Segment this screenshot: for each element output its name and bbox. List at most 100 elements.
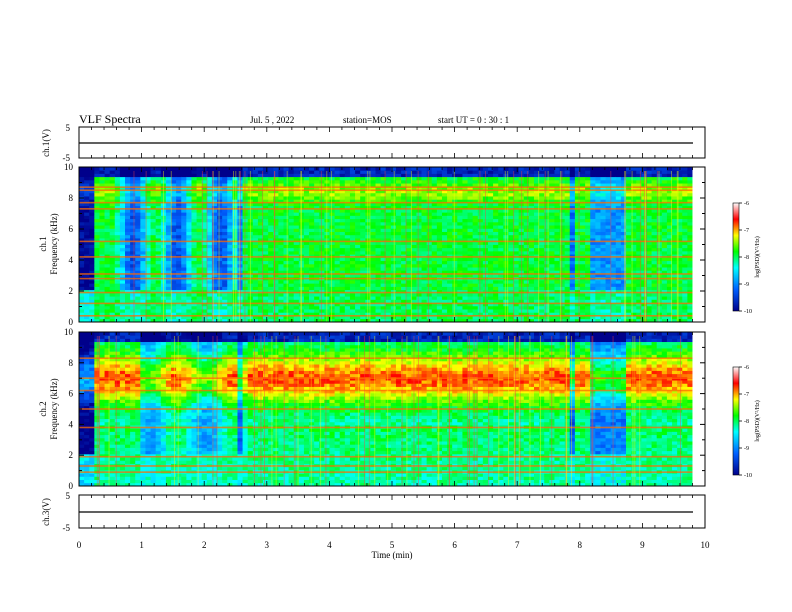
spectrogram-cell [94, 247, 100, 252]
spectrogram-cell [268, 315, 274, 320]
spectrogram-cell [564, 176, 571, 181]
spectrogram-cell [549, 196, 555, 200]
spectrogram-cell [130, 263, 136, 268]
spectrogram-cell [135, 299, 141, 304]
spectrogram-cell [165, 270, 172, 274]
spectrogram-cell [222, 247, 228, 252]
spectrogram-cell [94, 318, 100, 322]
spectrogram-cell [426, 234, 433, 239]
spectrogram-cell [441, 241, 448, 245]
spectrogram-cell [447, 292, 453, 297]
spectrogram-cell [324, 218, 330, 223]
spectrogram-cell [119, 215, 126, 220]
spectrogram-cell [257, 305, 264, 310]
spectrogram-cell [503, 202, 509, 207]
spectrogram-cell [503, 250, 509, 255]
spectrogram-cell [319, 309, 325, 313]
spectrogram-cell [467, 247, 474, 252]
spectrogram-cell [508, 221, 514, 226]
spectrogram-cell [467, 299, 474, 304]
spectrogram-cell [232, 238, 238, 242]
spectrogram-cell [426, 257, 433, 262]
spectrogram-cell [273, 196, 279, 200]
spectrogram-cell [119, 225, 126, 229]
spectrogram-cell [508, 309, 514, 313]
spectrogram-cell [600, 170, 606, 174]
spectrogram-cell [309, 205, 315, 210]
spectrogram-cell [395, 205, 402, 210]
spectrogram-cell [186, 196, 192, 200]
spectrogram-cell [191, 309, 197, 313]
spectrogram-cell [462, 260, 468, 265]
spectrogram-cell [242, 244, 249, 249]
spectrogram-cell [544, 228, 550, 232]
spectrogram-cell [447, 183, 453, 187]
spectrogram-cell [554, 302, 560, 307]
spectrogram-cell [355, 283, 361, 287]
spectrogram-cell [585, 202, 591, 207]
spectrogram-cell [355, 208, 361, 213]
spectrogram-cell [329, 167, 336, 171]
spectrogram-cell [457, 231, 463, 236]
spectrogram-cell [303, 202, 310, 207]
spectrogram-cell [114, 199, 121, 203]
spectrogram-cell [232, 247, 238, 252]
spectrogram-cell [273, 189, 279, 194]
spectrogram-cell [518, 173, 525, 178]
spectrogram-cell [457, 192, 463, 197]
spectrogram-cell [482, 189, 489, 194]
spectrogram-cell [534, 212, 540, 216]
spectrogram-cell [447, 286, 453, 291]
spectrogram-cell [206, 205, 213, 210]
spectrogram-cell [395, 260, 402, 265]
spectrogram-cell [411, 202, 417, 207]
spectrogram-cell [390, 302, 397, 307]
spectrogram-cell [600, 296, 606, 300]
spectrogram-cell [94, 280, 100, 284]
spectrogram-cell [605, 292, 612, 297]
spectrogram-cell [498, 228, 504, 232]
spectrogram-cell [273, 173, 279, 178]
spectrogram-cell [534, 318, 540, 322]
spectrogram-cell [349, 221, 356, 226]
spectrogram-cell [554, 273, 560, 278]
spectrogram-cell [201, 305, 208, 310]
spectrogram-cell [145, 186, 151, 191]
spectrogram-cell [99, 167, 105, 171]
spectrogram-cell [227, 270, 233, 274]
spectrogram-cell [114, 218, 121, 223]
spectrogram-cell [452, 283, 458, 287]
spectrogram-cell [559, 280, 566, 284]
spectrogram-cell [380, 273, 387, 278]
spectrogram-cell [585, 179, 591, 184]
spectrogram-cell [375, 196, 382, 200]
spectrogram-cell [390, 241, 397, 245]
spectrogram-cell [590, 305, 596, 310]
spectrogram-cell [176, 221, 182, 226]
spectrogram-cell [385, 309, 392, 313]
spectrogram-cell [528, 305, 535, 310]
spectrogram-cell [298, 273, 305, 278]
spectrogram-cell [411, 273, 417, 278]
spectrogram-cell [319, 292, 325, 297]
spectrogram-cell [395, 270, 402, 274]
spectrogram-cell [554, 208, 560, 213]
spectrogram-cell [314, 247, 320, 252]
spectrogram-cell [421, 196, 428, 200]
spectrogram-cell [559, 221, 566, 226]
spectrogram-cell [385, 221, 392, 226]
spectrogram-cell [263, 302, 269, 307]
spectrogram-cell [390, 179, 397, 184]
spectrogram-cell [252, 283, 259, 287]
spectrogram-cell [385, 305, 392, 310]
spectrogram-cell [196, 205, 203, 210]
spectrogram-cell [263, 273, 269, 278]
spectrogram-cell [181, 218, 187, 223]
spectrogram-cell [590, 244, 596, 249]
spectrogram-cell [503, 244, 509, 249]
spectrogram-cell [145, 241, 151, 245]
spectrogram-cell [283, 176, 289, 181]
spectrogram-cell [360, 289, 366, 294]
spectrogram-cell [370, 286, 376, 291]
spectrogram-cell [211, 309, 218, 313]
